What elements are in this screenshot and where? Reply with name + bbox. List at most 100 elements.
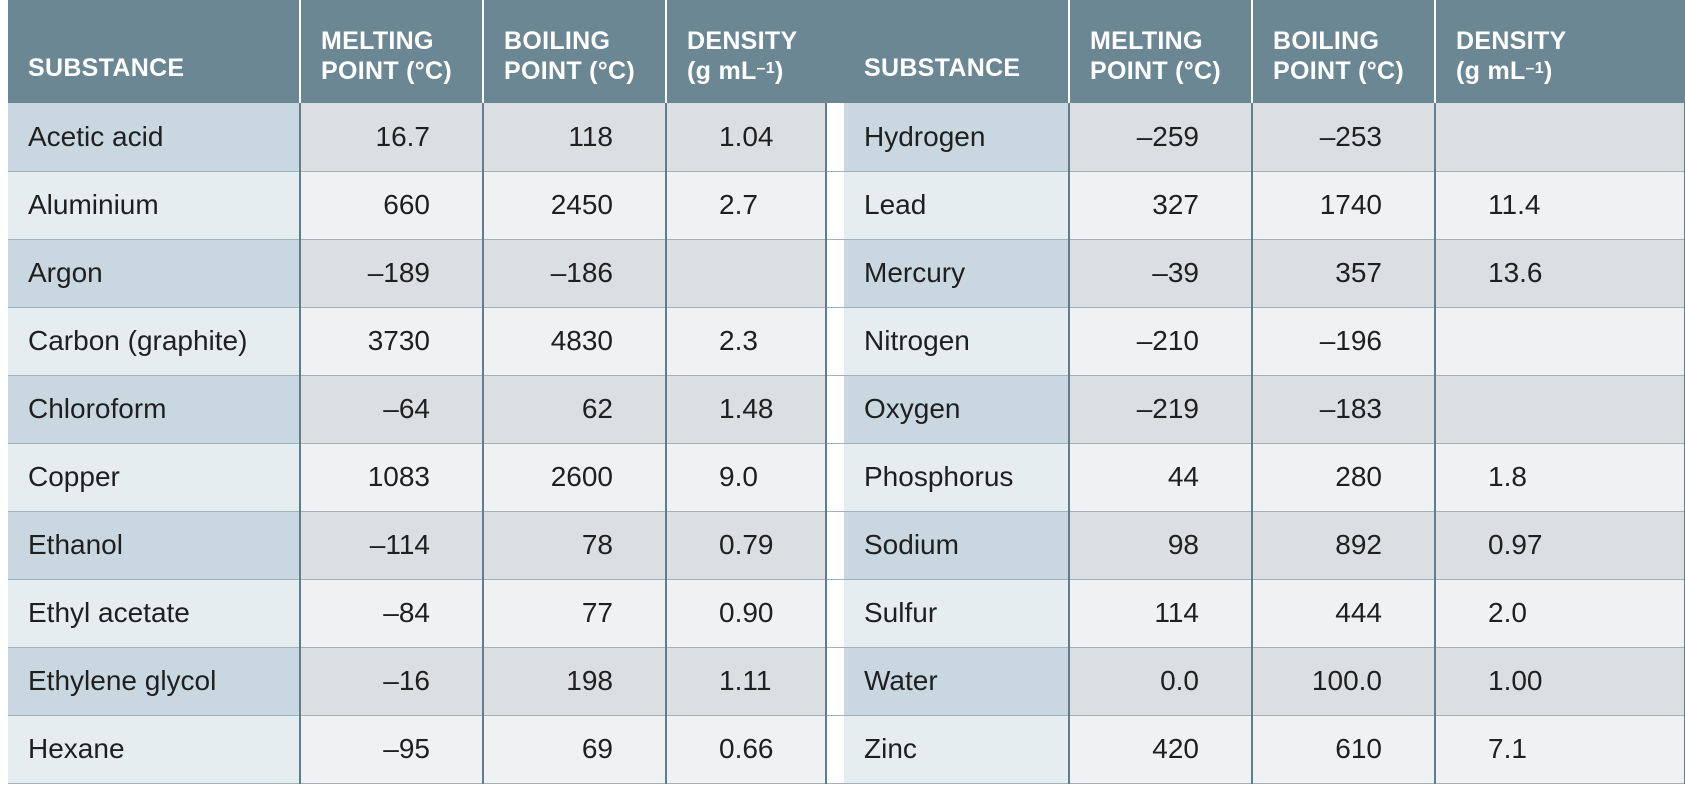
melting-point-cell: –219: [1069, 375, 1253, 444]
table-body: Acetic acid 16.7 118 1.04 Hydrogen –259 –253 Al…: [8, 103, 1685, 784]
substance-cell: Copper: [8, 443, 301, 512]
substance-cell: Nitrogen: [844, 307, 1070, 376]
table-row: Chloroform –64 62 1.48 Oxygen –219 –183: [8, 375, 1685, 444]
boiling-point-cell: 2600: [483, 443, 667, 512]
header-gap: [826, 0, 844, 103]
table-row: Ethanol –114 78 0.79 Sodium 98 892 0.97: [8, 511, 1685, 580]
column-gap: [826, 579, 844, 648]
melting-point-cell: –16: [300, 647, 484, 716]
density-cell: 9.0: [666, 443, 827, 512]
header-boiling-left: BOILING POINT (°C): [483, 0, 667, 103]
density-cell: 1.04: [666, 103, 827, 172]
header-substance-right: SUBSTANCE: [844, 0, 1070, 103]
header-boiling-right: BOILING POINT (°C): [1252, 0, 1436, 103]
header-substance-left: SUBSTANCE: [8, 0, 301, 103]
column-gap: [826, 171, 844, 240]
density-cell: 1.48: [666, 375, 827, 444]
substance-cell: Sulfur: [844, 579, 1070, 648]
boiling-point-cell: 62: [483, 375, 667, 444]
substance-cell: Zinc: [844, 715, 1070, 784]
density-cell: 1.8: [1435, 443, 1685, 512]
density-cell: 7.1: [1435, 715, 1685, 784]
table-row: Carbon (graphite) 3730 4830 2.3 Nitrogen –210…: [8, 307, 1685, 376]
boiling-point-cell: 892: [1252, 511, 1436, 580]
substance-cell: Phosphorus: [844, 443, 1070, 512]
boiling-point-cell: 69: [483, 715, 667, 784]
substance-cell: Acetic acid: [8, 103, 301, 172]
boiling-point-cell: 78: [483, 511, 667, 580]
substance-cell: Argon: [8, 239, 301, 308]
table-header: SUBSTANCE MELTING POINT (°C) BOILING POINT…: [8, 0, 1685, 103]
boiling-point-cell: 77: [483, 579, 667, 648]
density-cell: 0.66: [666, 715, 827, 784]
melting-point-cell: 98: [1069, 511, 1253, 580]
substance-cell: Aluminium: [8, 171, 301, 240]
density-cell: [1435, 375, 1685, 444]
melting-point-cell: –210: [1069, 307, 1253, 376]
header-melting-right: MELTING POINT (°C): [1069, 0, 1253, 103]
melting-point-cell: –39: [1069, 239, 1253, 308]
column-gap: [826, 103, 844, 172]
column-gap: [826, 715, 844, 784]
melting-point-cell: –114: [300, 511, 484, 580]
table-row: Ethyl acetate –84 77 0.90 Sulfur 114 444 2.0: [8, 579, 1685, 648]
substance-cell: Lead: [844, 171, 1070, 240]
boiling-point-cell: 610: [1252, 715, 1436, 784]
density-cell: 11.4: [1435, 171, 1685, 240]
density-cell: 0.79: [666, 511, 827, 580]
density-cell: [1435, 307, 1685, 376]
table-row: Hexane –95 69 0.66 Zinc 420 610 7.1: [8, 715, 1685, 784]
boiling-point-cell: 444: [1252, 579, 1436, 648]
substance-cell: Hexane: [8, 715, 301, 784]
melting-point-cell: –95: [300, 715, 484, 784]
melting-point-cell: –64: [300, 375, 484, 444]
boiling-point-cell: 4830: [483, 307, 667, 376]
density-cell: 1.11: [666, 647, 827, 716]
melting-point-cell: 3730: [300, 307, 484, 376]
substance-cell: Sodium: [844, 511, 1070, 580]
melting-point-cell: 327: [1069, 171, 1253, 240]
density-cell: 13.6: [1435, 239, 1685, 308]
table-row: Copper 1083 2600 9.0 Phosphorus 44 280 1.8: [8, 443, 1685, 512]
table-row: Acetic acid 16.7 118 1.04 Hydrogen –259 –253: [8, 103, 1685, 172]
column-gap: [826, 443, 844, 512]
melting-point-cell: –84: [300, 579, 484, 648]
density-cell: 1.00: [1435, 647, 1685, 716]
substance-properties-table: SUBSTANCE MELTING POINT (°C) BOILING POINT…: [8, 0, 1685, 784]
density-cell: 0.90: [666, 579, 827, 648]
substance-cell: Ethanol: [8, 511, 301, 580]
boiling-point-cell: –183: [1252, 375, 1436, 444]
column-gap: [826, 647, 844, 716]
boiling-point-cell: 118: [483, 103, 667, 172]
table-row: Ethylene glycol –16 198 1.11 Water 0.0 100.0 1.…: [8, 647, 1685, 716]
melting-point-cell: 1083: [300, 443, 484, 512]
substance-cell: Hydrogen: [844, 103, 1070, 172]
melting-point-cell: 420: [1069, 715, 1253, 784]
boiling-point-cell: –186: [483, 239, 667, 308]
substance-cell: Mercury: [844, 239, 1070, 308]
density-cell: 2.3: [666, 307, 827, 376]
header-row: SUBSTANCE MELTING POINT (°C) BOILING POINT…: [8, 0, 1685, 103]
density-cell: [1435, 103, 1685, 172]
table-row: Argon –189 –186 Mercury –39 357 13.6: [8, 239, 1685, 308]
boiling-point-cell: 280: [1252, 443, 1436, 512]
melting-point-cell: 660: [300, 171, 484, 240]
density-cell: 2.7: [666, 171, 827, 240]
header-density-left: DENSITY (g mL–1): [666, 0, 826, 103]
substance-cell: Ethylene glycol: [8, 647, 301, 716]
column-gap: [826, 375, 844, 444]
substance-cell: Water: [844, 647, 1070, 716]
density-cell: 0.97: [1435, 511, 1685, 580]
boiling-point-cell: –253: [1252, 103, 1436, 172]
melting-point-cell: 44: [1069, 443, 1253, 512]
melting-point-cell: –189: [300, 239, 484, 308]
column-gap: [826, 239, 844, 308]
substance-cell: Oxygen: [844, 375, 1070, 444]
boiling-point-cell: 2450: [483, 171, 667, 240]
table-row: Aluminium 660 2450 2.7 Lead 327 1740 11.4: [8, 171, 1685, 240]
boiling-point-cell: 1740: [1252, 171, 1436, 240]
header-density-right: DENSITY (g mL–1): [1435, 0, 1685, 103]
melting-point-cell: –259: [1069, 103, 1253, 172]
boiling-point-cell: 100.0: [1252, 647, 1436, 716]
